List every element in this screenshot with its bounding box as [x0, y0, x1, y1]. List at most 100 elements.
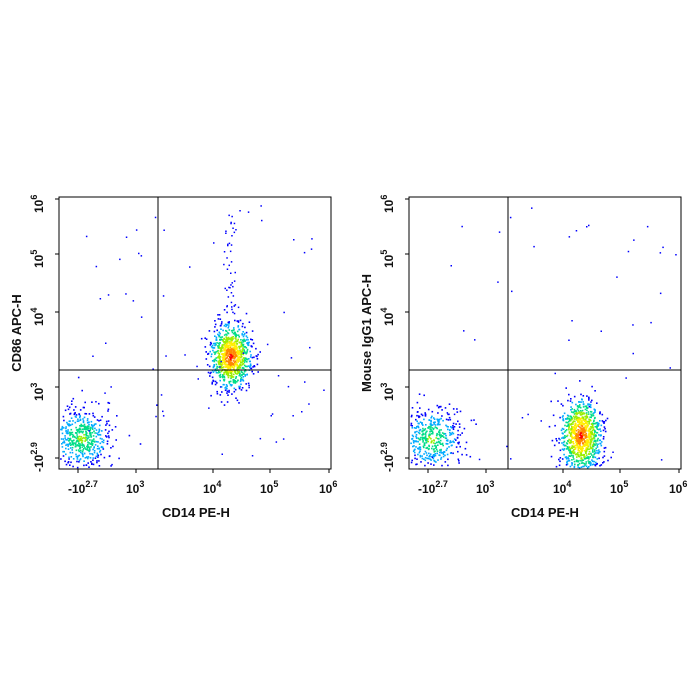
event-dot — [227, 360, 229, 363]
event-dot — [227, 346, 230, 349]
event-dot — [581, 398, 583, 400]
event-dot — [245, 389, 248, 392]
event-dot — [220, 323, 223, 325]
event-dot — [214, 368, 217, 370]
event-dot — [430, 419, 432, 422]
event-dot — [246, 342, 248, 344]
event-dot — [75, 429, 78, 431]
event-dot — [447, 413, 449, 416]
event-dot — [590, 440, 592, 442]
event-dot — [233, 365, 236, 368]
event-dot — [570, 409, 572, 411]
event-dot — [235, 397, 237, 399]
event-dot — [221, 336, 224, 338]
event-dot — [83, 425, 85, 428]
event-dot — [86, 418, 89, 420]
event-dot — [219, 379, 221, 382]
event-dot — [582, 454, 585, 456]
event-dot — [257, 371, 259, 373]
event-dot — [210, 346, 213, 348]
event-dot — [230, 339, 233, 341]
event-dot — [98, 460, 100, 462]
event-dot — [444, 461, 447, 463]
event-dot — [603, 426, 606, 428]
event-dot — [241, 349, 244, 351]
event-dot — [581, 420, 583, 422]
event-dot — [616, 276, 618, 278]
event-dot — [446, 412, 449, 414]
event-dot — [555, 465, 558, 468]
event-dot — [224, 340, 227, 343]
event-dot — [593, 433, 596, 435]
event-dot — [225, 340, 228, 342]
event-dot — [596, 427, 598, 429]
event-dot — [558, 437, 560, 440]
event-dot — [220, 386, 223, 388]
event-dot — [411, 414, 413, 417]
event-dot — [223, 349, 225, 352]
event-dot — [242, 331, 244, 333]
event-dot — [449, 418, 452, 421]
event-dot — [200, 337, 203, 340]
event-dot — [239, 349, 241, 351]
event-dot — [458, 423, 461, 425]
event-dot — [431, 424, 434, 426]
event-dot — [73, 409, 75, 411]
event-dot — [239, 355, 241, 358]
event-dot — [446, 440, 449, 442]
event-dot — [225, 329, 227, 332]
event-dot — [225, 343, 228, 346]
event-dot — [589, 404, 592, 406]
event-dot — [417, 437, 420, 440]
event-dot — [449, 441, 451, 444]
event-dot — [561, 448, 564, 450]
event-dot — [414, 448, 416, 451]
event-dot — [67, 430, 69, 433]
event-dot — [594, 430, 597, 433]
event-dot — [83, 464, 85, 467]
event-dot — [596, 423, 599, 425]
event-dot — [558, 464, 561, 467]
event-dot — [572, 442, 575, 445]
event-dot — [234, 344, 236, 347]
event-dot — [586, 466, 589, 469]
event-dot — [92, 439, 94, 442]
event-dot — [220, 360, 222, 363]
event-dot — [220, 336, 222, 339]
event-dot — [591, 425, 594, 428]
event-dot — [445, 434, 447, 437]
event-dot — [243, 333, 245, 336]
event-dot — [583, 420, 586, 422]
event-dot — [603, 421, 606, 423]
event-dot — [593, 460, 595, 463]
event-dot — [557, 400, 559, 402]
event-dot — [67, 437, 69, 440]
event-dot — [230, 343, 233, 345]
event-dot — [440, 450, 442, 452]
event-dot — [223, 341, 225, 343]
event-dot — [575, 403, 577, 406]
event-dot — [62, 415, 65, 418]
event-dot — [650, 321, 652, 324]
event-dot — [592, 448, 594, 450]
event-dot — [225, 373, 228, 375]
event-dot — [234, 369, 237, 372]
event-dot — [243, 361, 246, 363]
event-dot — [417, 425, 419, 428]
event-dot — [574, 424, 576, 427]
event-dot — [419, 448, 422, 451]
event-dot — [71, 431, 74, 434]
event-dot — [450, 433, 453, 436]
event-dot — [228, 370, 230, 373]
event-dot — [579, 421, 581, 423]
event-dot — [419, 454, 422, 457]
event-dot — [448, 446, 450, 448]
event-dot — [99, 437, 102, 440]
event-dot — [428, 435, 430, 438]
event-dot — [66, 443, 68, 446]
event-dot — [594, 416, 596, 419]
event-dot — [434, 460, 436, 463]
event-dot — [222, 357, 225, 360]
event-dot — [81, 451, 84, 453]
event-dot — [98, 402, 100, 405]
